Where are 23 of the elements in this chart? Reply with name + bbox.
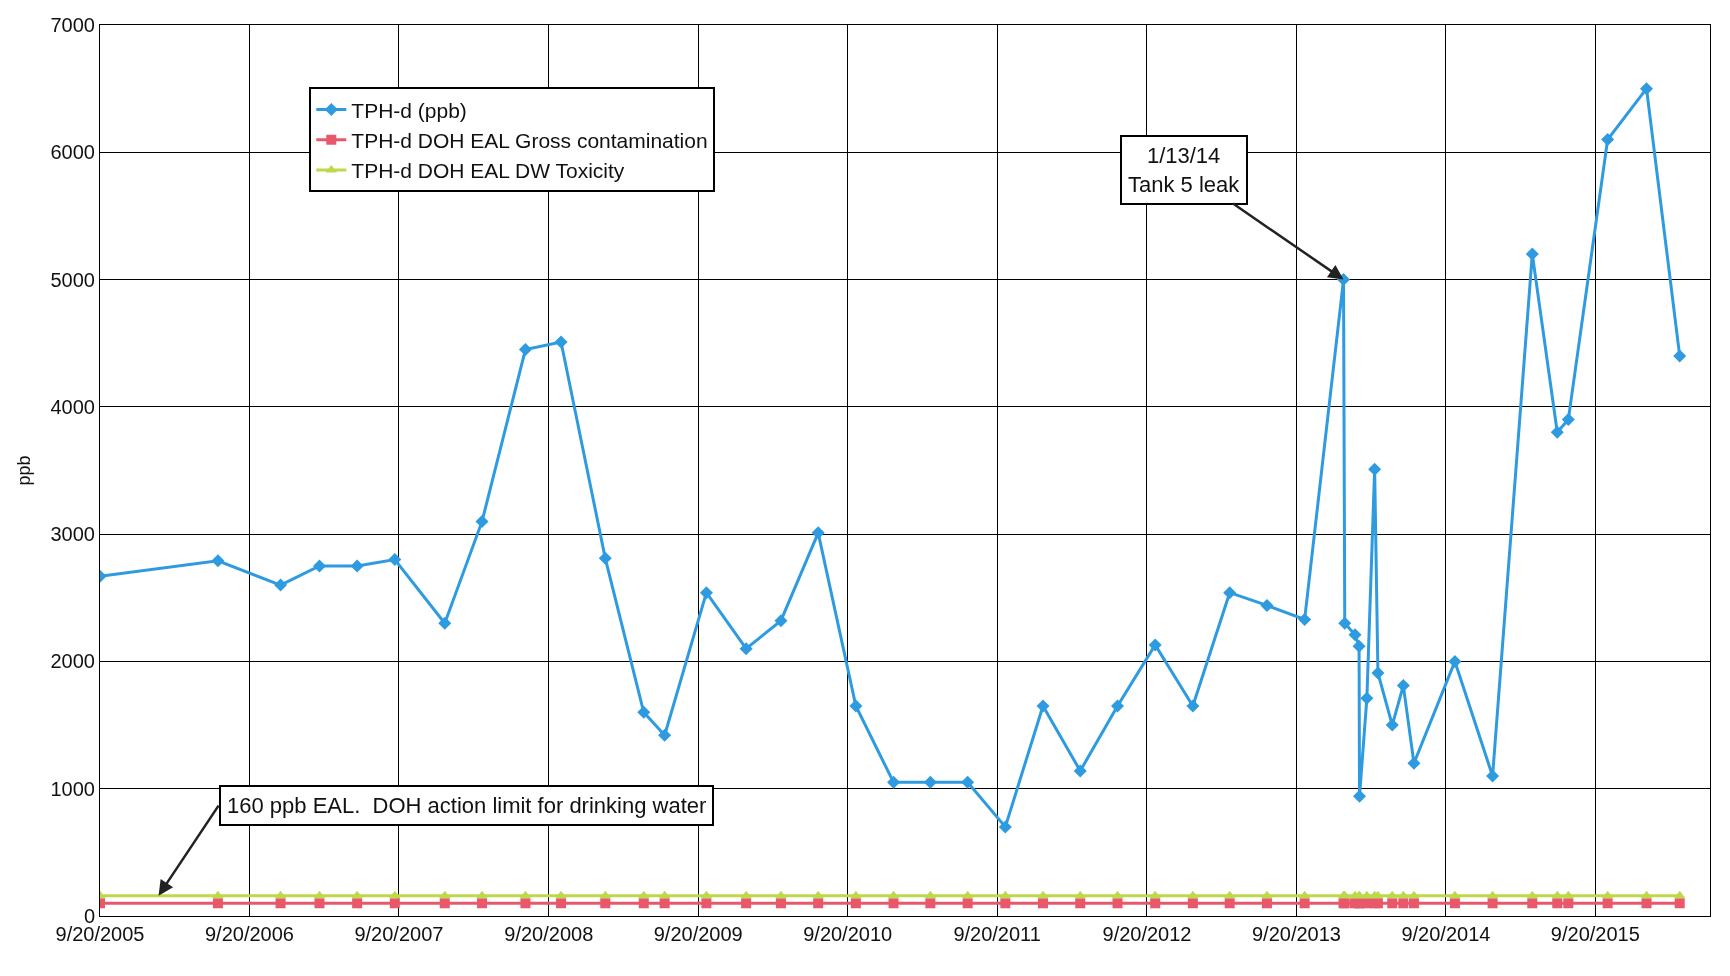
x-tick-label: 9/20/2011	[953, 923, 1041, 945]
y-tick-label: 5000	[50, 268, 95, 291]
x-tick-label: 9/20/2015	[1550, 923, 1640, 945]
x-tick-label: 9/20/2008	[504, 923, 594, 945]
legend-label: TPH-d (ppb)	[351, 98, 467, 122]
x-tick-label: 9/20/2013	[1251, 923, 1341, 945]
y-tick-label: 4000	[50, 395, 95, 418]
y-tick-label: 7000	[50, 14, 95, 36]
y-tick-label: 1000	[50, 777, 95, 800]
y-tick-label: 3000	[50, 523, 95, 546]
legend-label: TPH-d DOH EAL DW Toxicity	[351, 159, 625, 183]
annotation: 1/13/14 Tank 5 leak	[1128, 143, 1241, 197]
x-tick-label: 9/20/2006	[204, 923, 294, 945]
x-tick-label: 9/20/2012	[1102, 923, 1192, 945]
annotation: 160 ppb EAL. DOH action limit for drinking water	[227, 793, 707, 818]
y-tick-label: 2000	[50, 650, 95, 673]
x-tick-label: 9/20/2007	[354, 923, 444, 945]
y-axis-title: ppb	[13, 455, 34, 486]
x-tick-label: 9/20/2009	[653, 923, 743, 945]
x-tick-label: 9/20/2014	[1401, 923, 1491, 945]
x-tick-label: 9/20/2010	[803, 923, 893, 945]
legend-label: TPH-d DOH EAL Gross contamination	[351, 129, 708, 153]
y-tick-label: 6000	[50, 141, 95, 164]
